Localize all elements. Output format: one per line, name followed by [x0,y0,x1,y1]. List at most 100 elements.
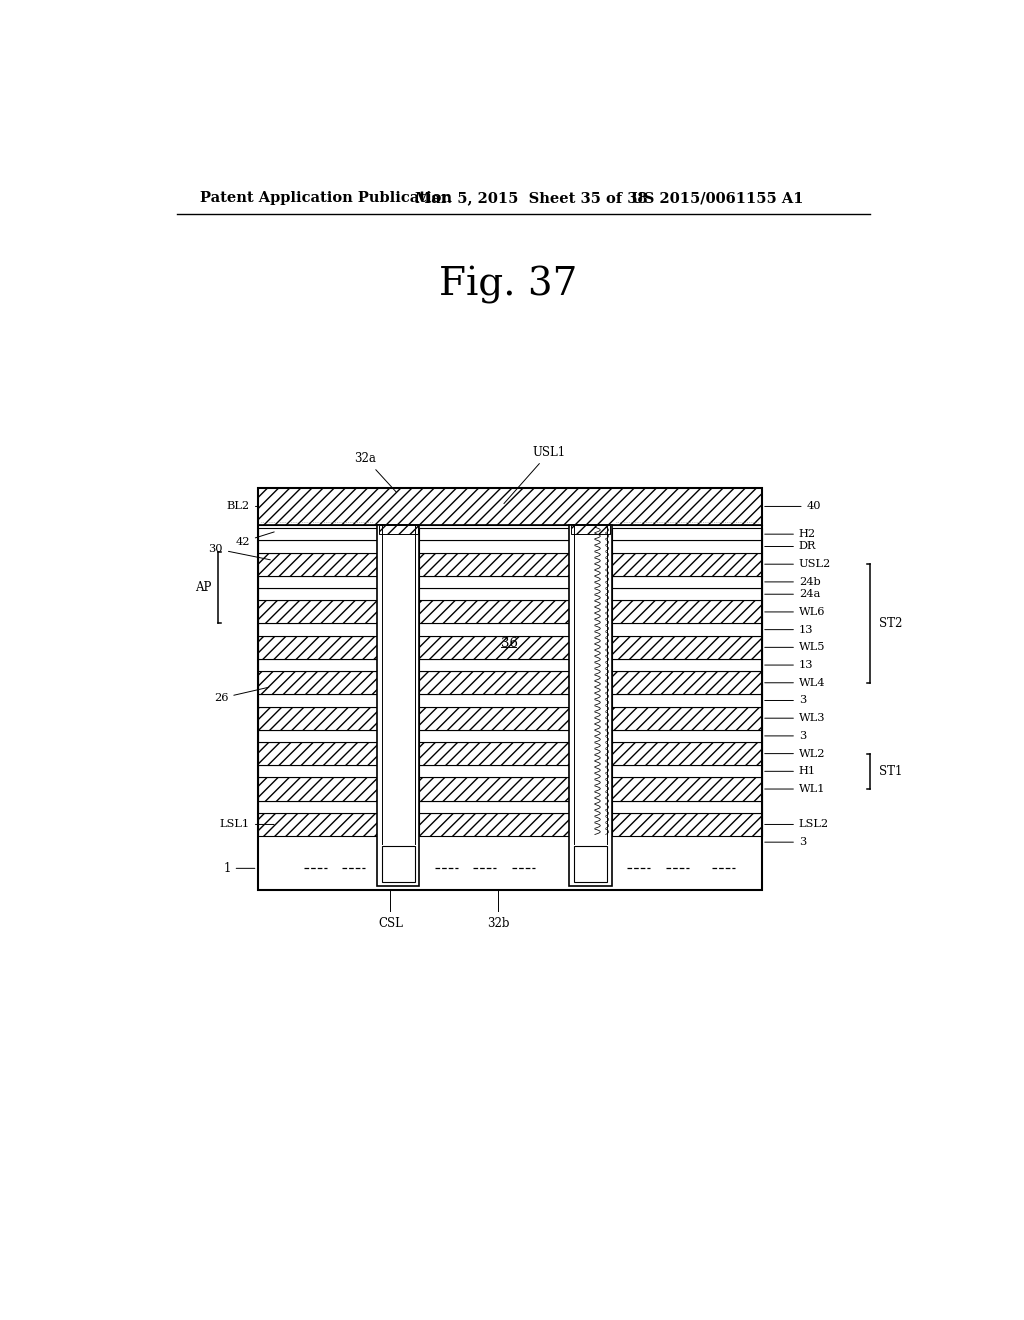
Text: LSL2: LSL2 [765,820,829,829]
Bar [611,553,762,576]
Bar [419,742,569,766]
Bar [611,528,762,540]
Bar [611,636,762,659]
Bar [419,706,569,730]
Text: WL4: WL4 [765,677,825,688]
Bar [419,730,569,742]
Bar [419,800,569,813]
Bar [419,659,569,671]
Bar [611,671,762,694]
Text: WL5: WL5 [765,643,825,652]
Bar [611,576,762,589]
Bar [611,766,762,777]
Bar [419,671,569,694]
Bar [258,706,377,730]
Bar [611,589,762,601]
Text: 32b: 32b [487,917,510,929]
Text: Patent Application Publication: Patent Application Publication [200,191,452,206]
Bar [419,694,569,706]
Text: H1: H1 [765,767,816,776]
Bar [258,636,377,659]
Text: 13: 13 [765,660,813,671]
Bar [419,553,569,576]
Bar [574,846,607,882]
Bar [569,525,611,886]
Bar [258,623,377,636]
Text: 24a: 24a [765,589,820,599]
Bar [419,636,569,659]
Bar [258,694,377,706]
Bar [258,601,377,623]
Text: 3: 3 [765,837,806,847]
Bar [258,488,762,890]
Bar [611,813,762,836]
Bar [258,589,377,601]
Bar [419,813,569,836]
Text: H2: H2 [765,529,816,539]
Text: WL3: WL3 [765,713,825,723]
Text: Mar. 5, 2015  Sheet 35 of 38: Mar. 5, 2015 Sheet 35 of 38 [416,191,648,206]
Bar [258,766,377,777]
Bar [258,540,377,553]
Text: WL6: WL6 [765,607,825,616]
Text: DR: DR [765,541,816,552]
Text: USL1: USL1 [504,446,566,504]
Text: LSL1: LSL1 [220,820,274,829]
Bar [571,525,610,535]
Bar [258,576,377,589]
Text: CSL: CSL [378,917,402,929]
Text: 28: 28 [394,850,410,863]
Text: Fig. 37: Fig. 37 [438,267,578,305]
Bar [611,742,762,766]
Bar [258,659,377,671]
Bar [258,553,377,576]
Bar [379,525,418,535]
Bar [419,576,569,589]
Text: 3: 3 [765,731,806,741]
Bar [419,777,569,800]
Text: WL1: WL1 [765,784,825,795]
Bar [258,671,377,694]
Bar [258,800,377,813]
Bar [258,730,377,742]
Bar [419,589,569,601]
Bar [611,659,762,671]
Text: 24b: 24b [765,577,820,587]
Bar [258,777,377,800]
Bar [258,813,377,836]
Text: 40: 40 [765,502,821,511]
Bar [258,528,377,540]
Bar [419,601,569,623]
Text: ST2: ST2 [879,616,902,630]
Text: ST1: ST1 [879,764,902,777]
Text: USL2: USL2 [765,560,831,569]
Bar [258,742,377,766]
Bar [611,601,762,623]
Bar [611,730,762,742]
Text: 3: 3 [765,696,806,705]
Bar [419,766,569,777]
Bar [611,777,762,800]
Text: 36: 36 [501,638,517,649]
Bar [611,623,762,636]
Text: BL2: BL2 [226,502,258,511]
Bar [419,528,569,540]
Text: US 2015/0061155 A1: US 2015/0061155 A1 [631,191,804,206]
Bar [258,488,762,525]
Bar [419,540,569,553]
Text: 30: 30 [209,544,270,560]
Bar [258,836,762,890]
Bar [611,540,762,553]
Text: 42: 42 [236,532,274,546]
Bar [611,800,762,813]
Bar [377,525,419,886]
Text: 32a: 32a [354,451,396,492]
Text: WL2: WL2 [765,748,825,759]
Bar [611,706,762,730]
Text: 26: 26 [214,688,268,704]
Bar [382,846,415,882]
Bar [419,623,569,636]
Text: AP: AP [195,581,211,594]
Bar [611,694,762,706]
Text: 13: 13 [765,624,813,635]
